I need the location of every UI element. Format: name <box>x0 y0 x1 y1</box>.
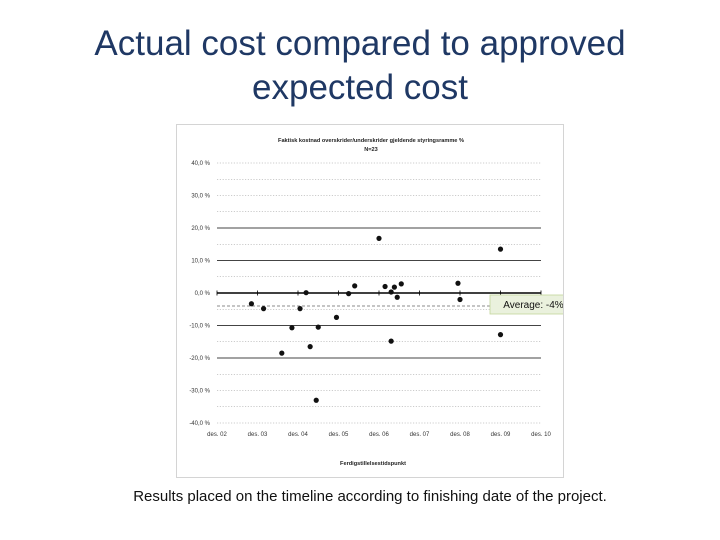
data-point <box>388 289 394 295</box>
x-tick-label: des. 09 <box>491 432 511 438</box>
y-tick-label: 10,0 % <box>191 259 210 265</box>
y-tick-label: 0,0 % <box>195 291 211 297</box>
y-tick-label: -20,0 % <box>189 356 210 362</box>
data-point <box>307 344 313 350</box>
x-tick-label: des. 05 <box>329 432 349 438</box>
data-point <box>455 280 461 286</box>
data-point <box>279 350 285 356</box>
scatter-chart: Faktisk kostnad overskrider/underskrider… <box>189 138 563 467</box>
data-point <box>289 325 295 331</box>
data-point <box>382 283 388 290</box>
x-tick-label: des. 07 <box>410 432 430 438</box>
data-point <box>333 314 340 320</box>
y-tick-label: 40,0 % <box>191 161 210 167</box>
data-point <box>248 301 255 307</box>
data-point <box>398 281 404 287</box>
y-tick-label: -40,0 % <box>189 421 210 427</box>
y-tick-label: -10,0 % <box>189 324 210 330</box>
x-tick-label: des. 02 <box>207 432 227 438</box>
data-point <box>352 283 358 289</box>
data-point <box>391 284 397 290</box>
x-tick-label: des. 08 <box>450 432 470 438</box>
x-tick-label: des. 03 <box>248 432 268 438</box>
average-annotation: Average: -4% <box>489 294 563 315</box>
y-tick-label: -30,0 % <box>189 389 210 395</box>
chart-title: Faktisk kostnad overskrider/underskrider… <box>278 138 464 144</box>
data-point <box>497 246 504 252</box>
data-point <box>315 324 321 330</box>
average-annotation-box <box>489 294 563 315</box>
chart-subtitle: N=23 <box>364 147 378 153</box>
slide-title: Actual cost compared to approved expecte… <box>0 22 720 110</box>
data-point <box>388 338 394 344</box>
x-tick-label: des. 10 <box>531 432 551 438</box>
data-point <box>260 306 267 312</box>
x-axis-label: Ferdigstillelsestidspunkt <box>340 461 406 467</box>
y-tick-label: 20,0 % <box>191 226 210 232</box>
chart-frame: Faktisk kostnad overskrider/underskrider… <box>176 124 564 478</box>
data-point <box>457 296 463 303</box>
slide-title-line-2: expected cost <box>252 68 468 107</box>
data-point <box>313 397 319 403</box>
slide-title-line-1: Actual cost compared to approved <box>94 24 626 63</box>
average-annotation-label: Average: -4% <box>503 300 563 311</box>
data-point <box>497 332 504 338</box>
data-point <box>346 291 352 297</box>
data-point <box>394 294 400 300</box>
data-point <box>376 235 382 241</box>
data-point <box>297 306 303 312</box>
y-tick-label: 30,0 % <box>191 194 210 200</box>
x-tick-label: des. 06 <box>369 432 389 438</box>
x-tick-label: des. 04 <box>288 432 308 438</box>
data-point <box>303 290 309 296</box>
caption: Results placed on the timeline according… <box>133 488 607 505</box>
